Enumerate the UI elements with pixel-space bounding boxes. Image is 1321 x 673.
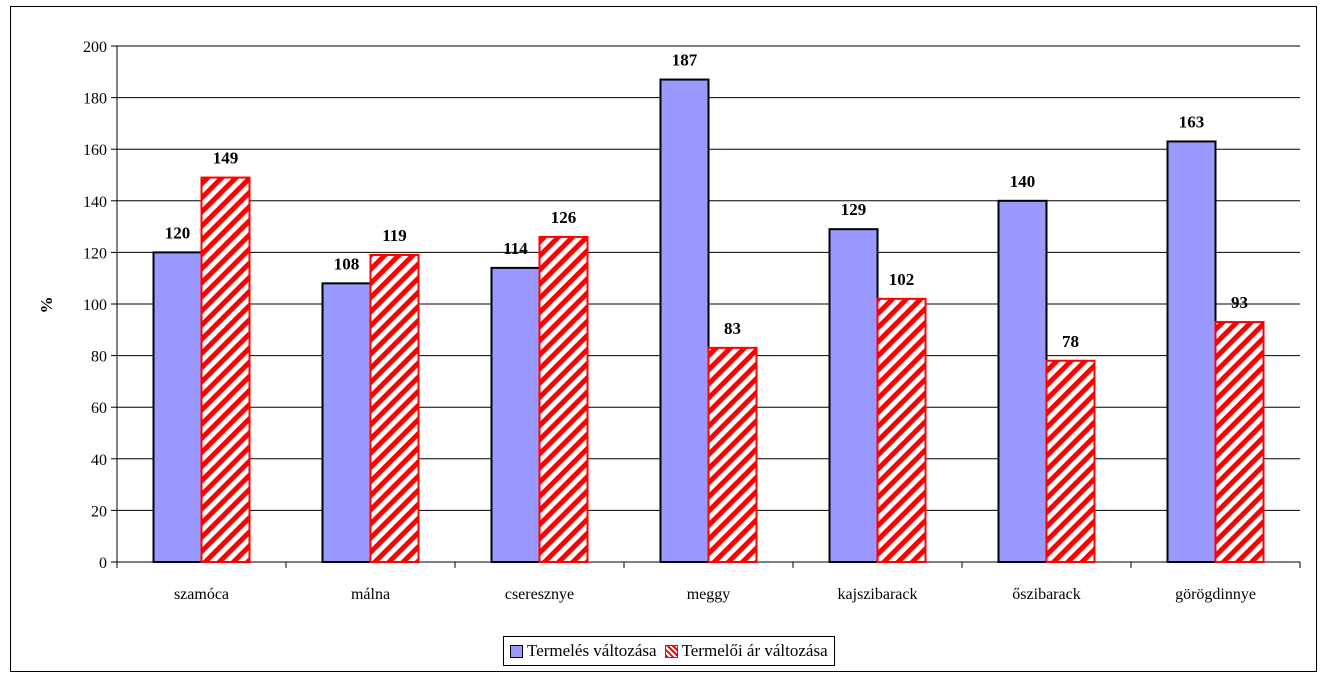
y-tick-label: 180 bbox=[83, 91, 107, 108]
y-tick-label: 140 bbox=[83, 194, 107, 211]
legend: Termelés változása Termelői ár változása bbox=[503, 636, 835, 666]
bar-production bbox=[659, 78, 710, 563]
legend-swatch-production bbox=[510, 644, 523, 658]
legend-label-production: Termelés változása bbox=[527, 641, 657, 660]
bar-production bbox=[1166, 140, 1217, 564]
bars bbox=[152, 78, 1265, 564]
legend-swatch-price bbox=[664, 644, 678, 658]
x-tick-label: kajszibarack bbox=[838, 586, 918, 603]
data-label-price: 149 bbox=[213, 149, 239, 168]
x-tick-label: cseresznye bbox=[505, 586, 574, 603]
legend-item-price: Termelői ár változása bbox=[664, 641, 828, 661]
bar-price bbox=[369, 253, 420, 563]
y-tick-label: 80 bbox=[91, 349, 107, 366]
data-label-price: 93 bbox=[1231, 293, 1248, 312]
bar-production bbox=[997, 199, 1048, 564]
bar-production bbox=[321, 282, 372, 563]
x-tick-label: meggy bbox=[687, 586, 731, 603]
y-tick-label: 120 bbox=[83, 245, 107, 262]
y-tick-label: 200 bbox=[83, 39, 107, 56]
x-tick-label: szamóca bbox=[174, 586, 229, 603]
data-label-price: 83 bbox=[724, 319, 741, 338]
x-tick-label: őszibarack bbox=[1012, 586, 1080, 603]
y-tick-label: 20 bbox=[91, 503, 107, 520]
data-label-price: 78 bbox=[1062, 332, 1079, 351]
legend-label-price: Termelői ár változása bbox=[681, 641, 828, 660]
data-label-production: 163 bbox=[1179, 112, 1205, 131]
x-tick-label: görögdinnye bbox=[1175, 586, 1256, 603]
data-label-production: 129 bbox=[841, 200, 867, 219]
y-tick-label: 100 bbox=[83, 297, 107, 314]
bar-production bbox=[490, 266, 541, 563]
data-label-production: 187 bbox=[672, 51, 698, 70]
y-tick-label: 0 bbox=[99, 555, 107, 572]
x-tick-label: málna bbox=[351, 586, 390, 603]
bar-price bbox=[200, 176, 251, 564]
data-label-price: 102 bbox=[889, 270, 915, 289]
bar-price bbox=[538, 235, 589, 563]
y-axis-label: % bbox=[37, 297, 56, 314]
y-tick-label: 40 bbox=[91, 452, 107, 469]
data-label-production: 140 bbox=[1010, 172, 1036, 191]
bar-price bbox=[707, 346, 758, 563]
data-label-price: 119 bbox=[382, 226, 407, 245]
bar-price bbox=[1214, 321, 1265, 563]
data-label-price: 126 bbox=[551, 208, 577, 227]
data-label-production: 114 bbox=[503, 239, 528, 258]
axes: 0 20 40 60 80 100 120 140 160 180 200 szamóca málna c… bbox=[83, 39, 1301, 603]
data-label-production: 108 bbox=[334, 254, 360, 273]
y-tick-label: 60 bbox=[91, 400, 107, 417]
data-label-production: 120 bbox=[165, 223, 191, 242]
bar-production bbox=[152, 251, 203, 563]
data-labels: 120 149 108 119 114 126 187 83 129 102 140 78 163 93 bbox=[165, 51, 1248, 351]
legend-item-production: Termelés változása bbox=[510, 641, 657, 661]
y-tick-label: 160 bbox=[83, 142, 107, 159]
bar-production bbox=[828, 228, 879, 563]
bar-price bbox=[1045, 359, 1096, 564]
bar-price bbox=[876, 297, 927, 563]
